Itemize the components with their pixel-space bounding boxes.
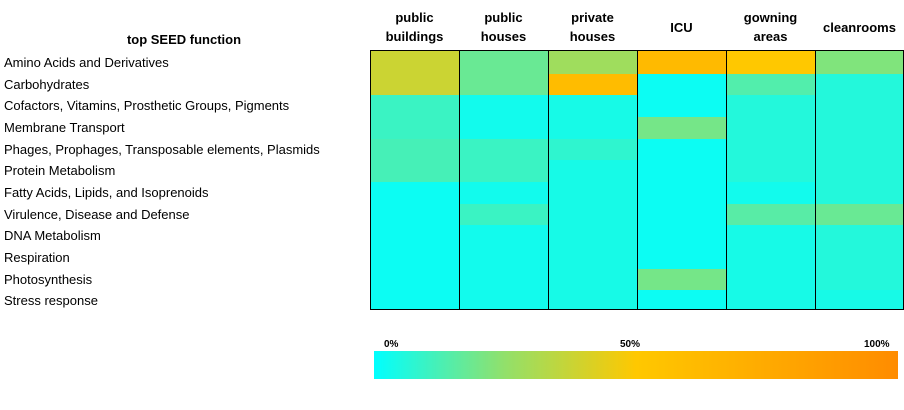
row-label: Protein Metabolism [4,163,116,179]
heatmap-cell [727,203,817,227]
row-label-header: top SEED function [126,32,242,47]
heatmap-cell [727,51,817,74]
heatmap-cell [460,182,550,205]
column-header: public houses [480,10,527,44]
column-header: cleanrooms [823,19,896,35]
heatmap-cell [816,225,903,292]
row-label: Cofactors, Vitamins, Prosthetic Groups, … [4,98,290,114]
row-label: Amino Acids and Derivatives [4,55,169,70]
heatmap-cell [638,268,728,292]
heatmap-cell [460,51,550,96]
heatmap-cell [638,51,728,74]
heatmap-cell [549,51,639,74]
row-label: Respiration [4,250,70,266]
column-divider [815,51,816,309]
scale-max-label: 100% [864,339,890,350]
row-label: DNA Metabolism [4,228,101,244]
heatmap-cell [371,182,461,309]
column-divider [459,51,460,309]
heatmap-cell [371,138,461,183]
heatmap-grid [370,50,904,310]
heatmap-cell [638,117,728,140]
heatmap-cell [549,73,639,97]
heatmap-cell [549,160,639,309]
scale-min-label: 0% [384,339,399,350]
color-scale-bar [374,351,898,379]
column-divider [548,51,549,309]
column-header: gowning areas [743,10,798,44]
column-header: ICU [670,19,693,35]
row-label: Membrane Transport [4,120,125,135]
column-header: private houses [569,10,616,44]
heatmap-cell [460,138,550,183]
heatmap-cell [816,73,903,205]
heatmap-cell [371,51,461,96]
column-header: public buildings [385,10,444,44]
heatmap-cell [816,203,903,227]
row-label: Fatty Acids, Lipids, and Isoprenoids [4,185,209,201]
heatmap-cell [460,203,550,227]
heatmap-cell [371,95,461,140]
heatmap-cell [727,182,817,205]
heatmap-cell [816,51,903,74]
heatmap-cell [638,73,728,118]
heatmap-cell [727,95,817,183]
heatmap-cell [727,73,817,97]
row-label: Virulence, Disease and Defense [4,206,190,222]
scale-mid-label: 50% [620,339,641,350]
heatmap-cell [727,225,817,309]
heatmap-cell [549,95,639,140]
row-label: Phages, Prophages, Transposable elements… [4,141,320,157]
heatmap-cell [638,138,728,270]
heatmap-cell [460,95,550,140]
heatmap-cell [816,290,903,309]
heatmap-cell [549,138,639,162]
column-divider [637,51,638,309]
heatmap-cell [638,290,728,309]
heatmap-cell [460,225,550,309]
row-label: Stress response [4,293,98,309]
row-label: Carbohydrates [4,76,90,92]
row-label: Photosynthesis [4,271,93,287]
column-divider [726,51,727,309]
